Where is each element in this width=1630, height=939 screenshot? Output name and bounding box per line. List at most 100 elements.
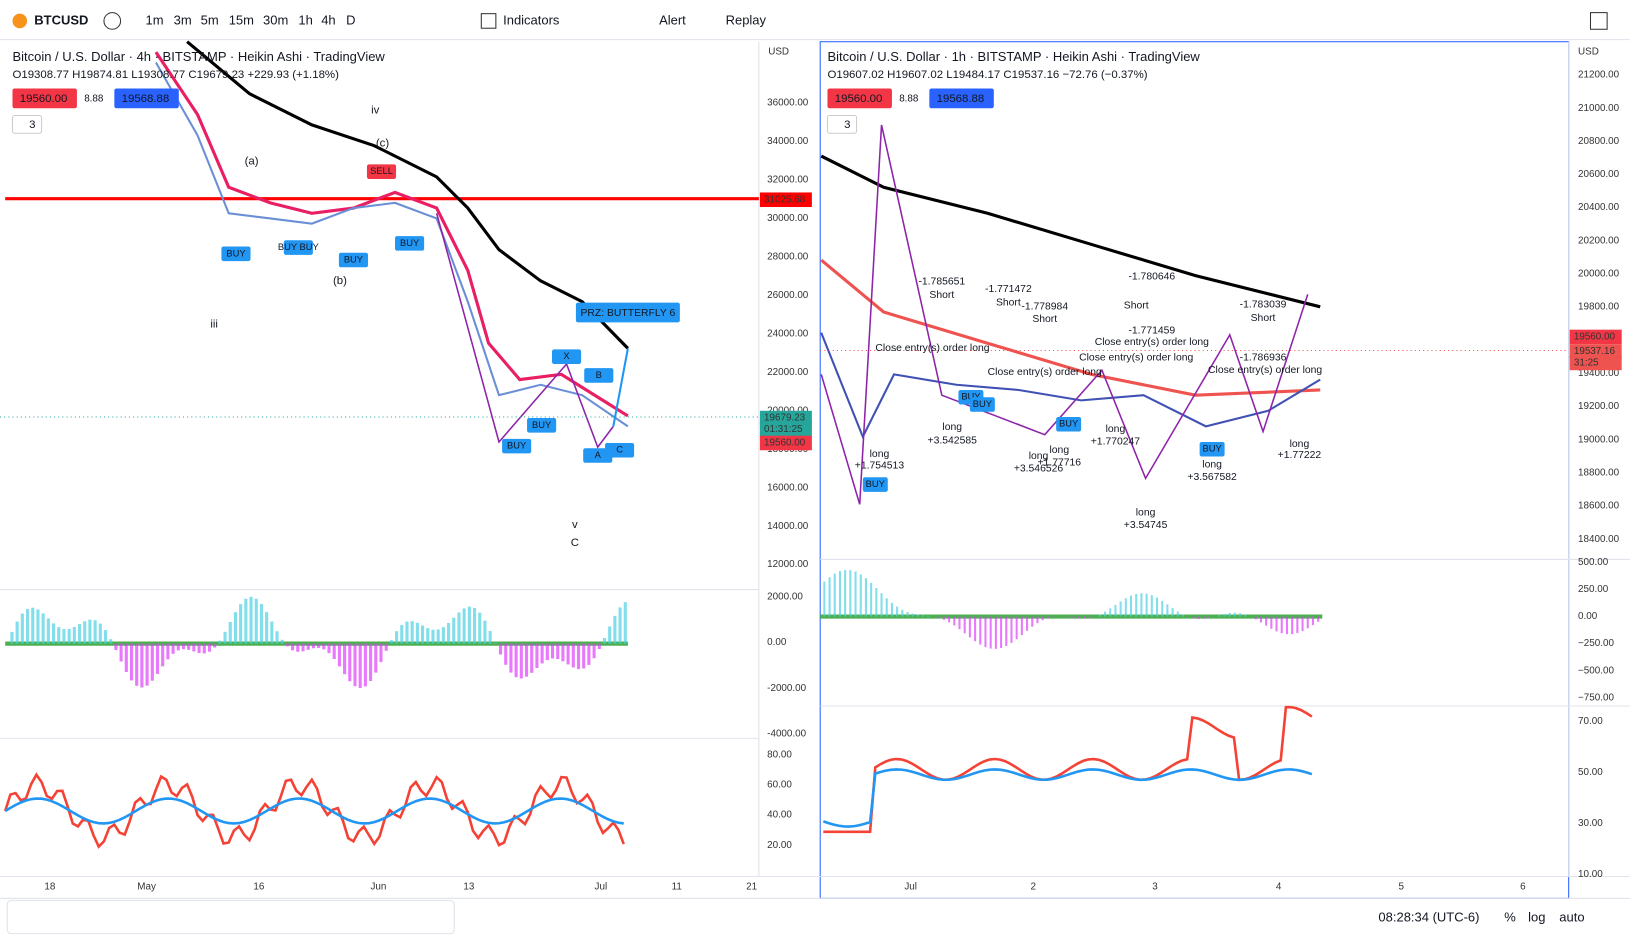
histogram-bar xyxy=(1166,604,1169,617)
axis-label: 21000.00 xyxy=(1578,103,1620,114)
bid[interactable]: 19560.00 xyxy=(835,93,883,105)
histogram-bar xyxy=(1197,616,1200,619)
histogram-bar xyxy=(864,578,867,617)
count[interactable]: 3 xyxy=(844,119,850,131)
ohlc: O19607.02 H19607.02 L19484.17 C19537.16 … xyxy=(827,69,1147,81)
count-box xyxy=(826,115,858,134)
rsi-signal xyxy=(4,797,624,825)
symbol[interactable]: BTCUSD xyxy=(34,12,88,27)
histogram-bar xyxy=(462,608,466,644)
histogram-bar xyxy=(187,643,191,650)
alert-button[interactable]: Alert xyxy=(659,12,686,27)
histogram-bar xyxy=(1233,612,1237,617)
histogram-bar xyxy=(233,612,238,644)
histogram-bar xyxy=(1000,616,1003,648)
bid[interactable]: 19560.00 xyxy=(20,93,68,105)
log-toggle[interactable]: log xyxy=(1528,909,1545,924)
histogram-bar xyxy=(859,574,862,617)
histogram-bar xyxy=(844,569,847,617)
axis-label: 40.00 xyxy=(767,810,792,821)
label-box xyxy=(338,252,368,268)
histogram-bar xyxy=(1202,616,1205,619)
histogram-bar xyxy=(1072,616,1075,619)
annotation: C xyxy=(616,445,623,455)
interval[interactable]: 5m xyxy=(201,12,219,27)
drawing-toolbar[interactable] xyxy=(6,899,455,935)
add-symbol[interactable] xyxy=(103,12,122,30)
count[interactable]: 3 xyxy=(29,119,35,131)
histogram-bar xyxy=(488,631,492,644)
histogram-bar xyxy=(1036,616,1039,624)
annotation: +3.567582 xyxy=(1187,472,1237,483)
histogram-bar xyxy=(984,616,987,648)
histogram-bar xyxy=(1254,616,1257,620)
histogram-bar xyxy=(592,643,596,659)
interval[interactable]: 15m xyxy=(229,12,254,27)
histogram-bar xyxy=(332,643,336,660)
annotation: B xyxy=(596,370,602,380)
axis-label: 16000.00 xyxy=(767,482,809,493)
interval[interactable]: 30m xyxy=(263,12,288,27)
interval[interactable]: D xyxy=(346,12,355,27)
histogram-bar xyxy=(587,643,591,665)
histogram-bar xyxy=(1306,616,1309,629)
date-label: 16 xyxy=(253,881,264,892)
histogram-bar xyxy=(493,642,497,644)
histogram-bar xyxy=(202,643,206,654)
histogram-bar xyxy=(545,643,549,661)
histogram-bar xyxy=(948,616,951,623)
price-badge xyxy=(759,192,812,208)
label-box xyxy=(221,246,251,262)
axis-label: 80.00 xyxy=(767,749,792,760)
annotation: C xyxy=(571,537,579,549)
auto-toggle[interactable]: auto xyxy=(1559,909,1584,924)
indicators-button[interactable]: Indicators xyxy=(503,12,560,27)
replay-button[interactable]: Replay xyxy=(726,12,767,27)
interval[interactable]: 3m xyxy=(174,12,192,27)
harmonic-leg xyxy=(612,348,629,427)
annotation: +1.770247 xyxy=(1091,437,1141,448)
histogram-bar xyxy=(890,602,893,617)
percent-toggle[interactable]: % xyxy=(1504,909,1516,924)
axis-label: 20800.00 xyxy=(1578,136,1620,147)
histogram-bar xyxy=(192,643,196,652)
annotation: long xyxy=(1029,451,1049,462)
interval[interactable]: 4h xyxy=(321,12,335,27)
layout-icon[interactable] xyxy=(1589,12,1608,30)
histogram-bar xyxy=(41,613,45,644)
histogram-bar xyxy=(363,643,367,687)
histogram-bar xyxy=(254,598,258,644)
axis-label: 30.00 xyxy=(1578,818,1603,829)
histogram-bar xyxy=(509,643,513,673)
ask-box xyxy=(929,88,994,109)
axis-label: 21200.00 xyxy=(1578,70,1620,81)
axis-label: 12000.00 xyxy=(767,559,809,570)
ask[interactable]: 19568.88 xyxy=(122,93,170,105)
price-badge xyxy=(759,422,812,437)
date-label: 21 xyxy=(746,881,757,892)
axis-label: 2000.00 xyxy=(767,591,803,602)
interval[interactable]: 1m xyxy=(146,12,164,27)
histogram-bar xyxy=(457,612,461,644)
annotation: long xyxy=(1290,439,1310,450)
histogram-bar xyxy=(1114,604,1117,617)
histogram-bar xyxy=(135,643,139,686)
annotation: (c) xyxy=(376,138,390,150)
histogram-bar xyxy=(1150,595,1153,617)
annotation: long xyxy=(1136,507,1156,518)
ask[interactable]: 19568.88 xyxy=(937,93,985,105)
histogram-bar xyxy=(51,623,56,644)
interval[interactable]: 1h xyxy=(298,12,312,27)
histogram-bar xyxy=(979,616,982,645)
annotation: long xyxy=(1106,424,1126,435)
histogram-bar xyxy=(77,624,82,644)
histogram-bar xyxy=(623,602,627,644)
annotation: BUY xyxy=(1059,419,1079,429)
label-box xyxy=(969,397,995,412)
ask-box xyxy=(114,88,179,109)
price-badge-label: 19537.16 xyxy=(1574,346,1616,357)
currency: USD xyxy=(1578,47,1599,58)
histogram-bar xyxy=(72,627,76,644)
